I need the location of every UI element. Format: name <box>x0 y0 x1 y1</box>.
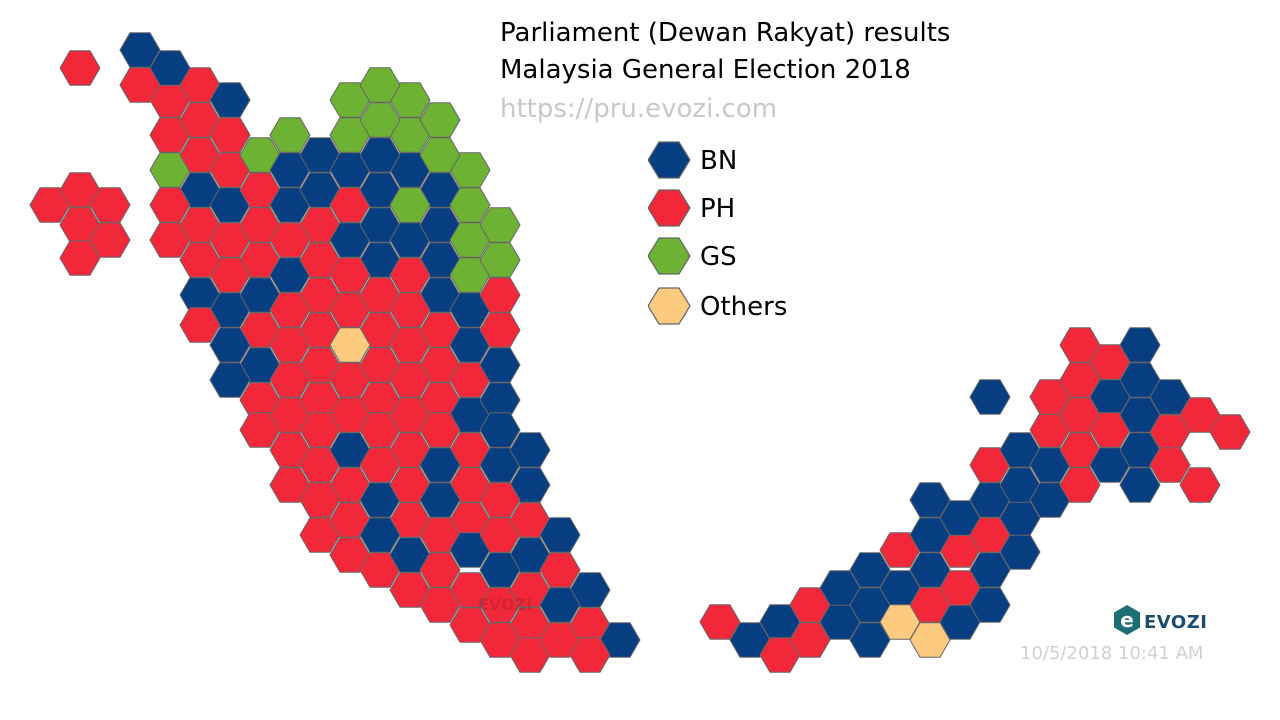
constituency-hex <box>329 82 371 118</box>
logo-text: EVOZI <box>1144 612 1208 633</box>
timestamp: 10/5/2018 10:41 AM <box>1020 643 1204 664</box>
constituency-hex <box>1059 327 1101 363</box>
constituency-hex <box>59 240 101 276</box>
constituency-hex <box>209 362 251 398</box>
constituency-hex <box>449 532 491 568</box>
constituency-hex <box>509 637 551 673</box>
map-subtitle: Malaysia General Election 2018 <box>500 55 911 85</box>
legend-item-bn: BN <box>648 140 848 184</box>
constituency-hex <box>1119 467 1161 503</box>
constituency-hex <box>89 222 131 258</box>
constituency-hex <box>449 607 491 643</box>
legend-item-gs: GS <box>648 236 848 280</box>
legend-label-gs: GS <box>700 242 737 272</box>
others-swatch-icon <box>648 287 691 325</box>
constituency-hex <box>569 637 611 673</box>
constituency-hex <box>1029 482 1071 518</box>
constituency-hex <box>1209 414 1251 450</box>
constituency-hex <box>1149 447 1191 483</box>
constituency-hex <box>419 102 461 138</box>
constituency-hex <box>179 307 221 343</box>
gs-swatch-icon <box>648 237 691 275</box>
constituency-hex <box>999 432 1041 468</box>
source-url[interactable]: https://pru.evozi.com <box>500 94 778 124</box>
legend-label-bn: BN <box>700 146 738 176</box>
ph-swatch-icon <box>648 189 691 227</box>
constituency-hex <box>59 50 101 86</box>
evozi-logo: e EVOZI <box>1112 604 1222 638</box>
constituency-hex <box>149 222 191 258</box>
constituency-hex <box>119 67 161 103</box>
legend-label-others: Others <box>700 292 788 322</box>
constituency-hex <box>969 379 1011 415</box>
constituency-hex <box>359 67 401 103</box>
legend-item-ph: PH <box>648 188 848 232</box>
legend-label-ph: PH <box>700 194 736 224</box>
svg-text:e: e <box>1120 608 1134 632</box>
constituency-hex <box>419 587 461 623</box>
constituency-hex <box>269 467 311 503</box>
evozi-logo-icon: e <box>1114 605 1140 635</box>
constituency-hex <box>539 622 581 658</box>
constituency-hex <box>1179 467 1221 503</box>
constituency-hex <box>239 412 281 448</box>
constituency-hex <box>1119 327 1161 363</box>
constituency-hex <box>969 447 1011 483</box>
constituency-hex <box>389 572 431 608</box>
constituency-hex <box>29 187 71 223</box>
constituency-hex <box>299 517 341 553</box>
map-title: Parliament (Dewan Rakyat) results <box>500 18 951 48</box>
constituency-hex <box>479 622 521 658</box>
constituency-hex <box>1089 447 1131 483</box>
bn-swatch-icon <box>648 141 691 179</box>
constituency-hex <box>759 637 801 673</box>
constituency-hex <box>329 537 371 573</box>
constituency-hex <box>879 532 921 568</box>
constituency-hex <box>479 207 521 243</box>
watermark: EVOZI <box>478 595 532 614</box>
constituency-hex <box>359 552 401 588</box>
legend-item-others: Others <box>648 286 848 330</box>
